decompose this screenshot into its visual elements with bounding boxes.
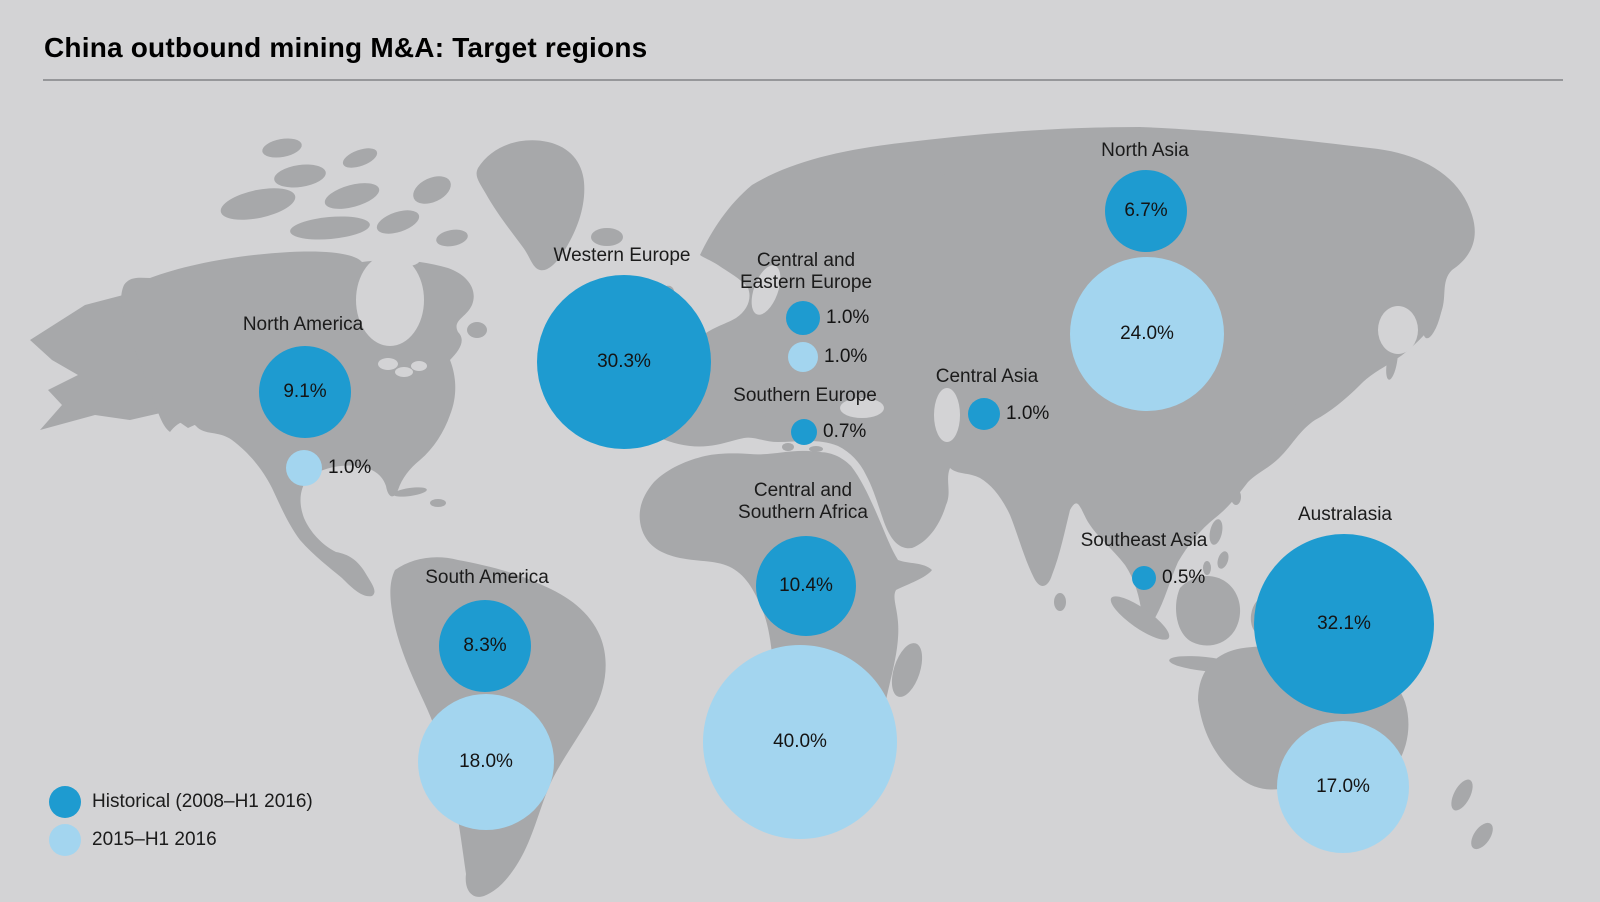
legend-item-historical: Historical (2008–H1 2016)	[49, 786, 313, 818]
landmass-arctic-island	[324, 183, 380, 209]
landmass-madagascar	[891, 643, 923, 697]
landmass-cuba	[393, 487, 427, 497]
bubble-recent	[418, 694, 554, 830]
landmass-greenland	[476, 140, 585, 271]
legend: Historical (2008–H1 2016) 2015–H1 2016	[49, 786, 313, 862]
landmass-iceland	[591, 228, 623, 246]
bubble-historical	[968, 398, 1000, 430]
bubble-recent	[703, 645, 897, 839]
landmass-hainan	[1190, 509, 1202, 519]
legend-label-historical: Historical (2008–H1 2016)	[92, 791, 313, 812]
bubble-recent	[286, 450, 322, 486]
bubble-value: 0.7%	[823, 421, 867, 442]
landmass-arctic-island	[274, 164, 326, 188]
bubble-value: 1.0%	[826, 307, 870, 328]
region-label: South America	[425, 567, 549, 588]
bubble-historical	[756, 536, 856, 636]
landmass-new-zealand-south	[1471, 822, 1493, 850]
landmass-taiwan	[1231, 489, 1241, 505]
bubble-historical	[537, 275, 711, 449]
region-label: Central and Southern Africa	[738, 480, 868, 523]
landmass-new-zealand-north	[1451, 779, 1473, 811]
landmass-japan-honshu	[1273, 394, 1297, 430]
landmass-arctic-island	[376, 210, 420, 234]
bubble-historical	[786, 301, 820, 335]
bubble-recent	[788, 342, 818, 372]
bubble-recent	[1070, 257, 1224, 411]
region-label: Central and Eastern Europe	[739, 250, 873, 293]
bubble-value: 6.7%	[1124, 200, 1168, 221]
region-label: Western Europe	[553, 245, 691, 266]
landmass-crete	[809, 446, 823, 452]
landmass-borneo	[1176, 576, 1241, 646]
landmass-newfoundland	[467, 322, 487, 338]
lake-great-lakes	[378, 358, 398, 370]
bubble-historical	[1254, 534, 1434, 714]
region-label: North America	[242, 314, 364, 335]
bubble-value: 10.4%	[779, 575, 833, 596]
bubble-historical	[1132, 566, 1156, 590]
region-label: Southern Europe	[733, 385, 877, 406]
landmass-japan-kyushu	[1256, 432, 1272, 460]
landmass-arctic-island	[220, 188, 296, 220]
sea-hudson-bay	[356, 254, 424, 346]
landmass-novaya-zemlya	[940, 140, 970, 176]
bubble-value: 30.3%	[597, 351, 651, 372]
bubble-value: 8.3%	[463, 635, 507, 656]
landmass-arctic-island	[262, 138, 302, 158]
lake-great-lakes	[395, 367, 413, 377]
bubble-historical	[1105, 170, 1187, 252]
lake-great-lakes	[411, 361, 427, 371]
landmass-italy	[758, 397, 800, 442]
bubble-value: 1.0%	[1006, 403, 1050, 424]
bubble-value: 40.0%	[773, 731, 827, 752]
landmass-philippines	[1217, 551, 1229, 569]
bubble-historical	[259, 346, 351, 438]
legend-swatch-recent-icon	[49, 824, 81, 856]
landmass-arctic-island	[290, 216, 370, 240]
legend-swatch-historical-icon	[49, 786, 81, 818]
bubble-value: 0.5%	[1162, 567, 1206, 588]
sea-okhotsk	[1378, 306, 1418, 354]
bubble-value: 17.0%	[1316, 776, 1370, 797]
region-label: Southeast Asia	[1080, 530, 1208, 551]
bubble-value: 32.1%	[1317, 613, 1371, 634]
sea-baltic	[751, 265, 781, 315]
legend-item-recent: 2015–H1 2016	[49, 824, 313, 856]
landmass-philippines	[1203, 561, 1211, 575]
landmass-sicily	[782, 443, 794, 451]
landmass-kamchatka	[1422, 285, 1444, 339]
sea-caspian	[934, 388, 960, 442]
landmass-sri-lanka	[1054, 593, 1066, 611]
bubble-value: 18.0%	[459, 751, 513, 772]
region-label: Australasia	[1298, 504, 1392, 525]
bubble-value: 24.0%	[1120, 323, 1174, 344]
sea-hudson-strait	[394, 246, 422, 266]
landmass-arctic-island	[413, 176, 451, 204]
region-label: North Asia	[1101, 140, 1189, 161]
landmass-arctic-island	[342, 148, 378, 168]
title-divider	[43, 79, 1563, 81]
page-title: China outbound mining M&A: Target region…	[44, 32, 648, 63]
bubble-value: 1.0%	[824, 346, 868, 367]
legend-label-recent: 2015–H1 2016	[92, 829, 217, 850]
sea-black	[840, 398, 884, 418]
landmass-hispaniola	[430, 499, 446, 507]
bubble-historical	[439, 600, 531, 692]
landmass-sumatra	[1110, 596, 1170, 640]
bubble-recent	[1277, 721, 1409, 853]
landmass-eurasia	[646, 127, 1475, 626]
bubble-historical	[791, 419, 817, 445]
bubble-value: 1.0%	[328, 457, 372, 478]
landmass-philippines	[1209, 519, 1223, 545]
landmass-arctic-island	[436, 229, 468, 247]
region-label: Central Asia	[935, 366, 1039, 387]
bubble-value: 9.1%	[283, 381, 327, 402]
